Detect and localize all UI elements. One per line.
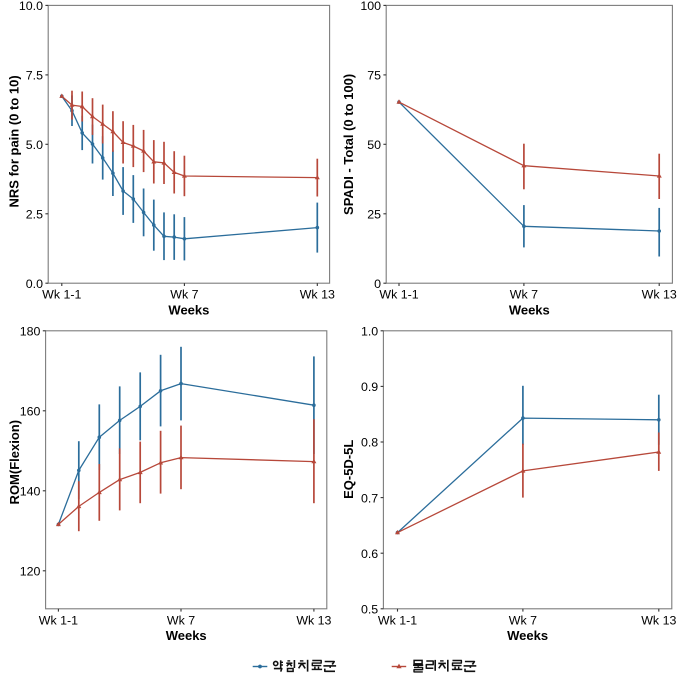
- svg-text:5.0: 5.0: [26, 138, 43, 152]
- svg-text:Weeks: Weeks: [509, 302, 550, 317]
- svg-text:Wk 13: Wk 13: [641, 613, 676, 627]
- svg-text:0: 0: [374, 277, 381, 291]
- svg-text:2.5: 2.5: [26, 207, 43, 221]
- svg-text:Wk 7: Wk 7: [509, 613, 537, 627]
- svg-text:Wk 7: Wk 7: [167, 613, 195, 627]
- svg-text:Wk 1-1: Wk 1-1: [42, 288, 81, 302]
- svg-text:25: 25: [367, 207, 381, 221]
- svg-text:Wk 7: Wk 7: [510, 288, 538, 302]
- svg-text:75: 75: [367, 69, 381, 83]
- svg-text:100: 100: [360, 0, 381, 13]
- svg-text:EQ-5D-5L: EQ-5D-5L: [341, 440, 356, 499]
- svg-text:ROM(Flexion): ROM(Flexion): [7, 420, 22, 505]
- svg-text:1.0: 1.0: [361, 325, 378, 339]
- svg-text:SPADI - Total (0 to 100): SPADI - Total (0 to 100): [341, 74, 356, 215]
- svg-text:Wk 13: Wk 13: [296, 613, 331, 627]
- svg-text:0.0: 0.0: [26, 277, 43, 291]
- svg-text:140: 140: [20, 485, 41, 499]
- svg-text:Weeks: Weeks: [166, 628, 207, 643]
- svg-text:50: 50: [367, 138, 381, 152]
- svg-text:Wk 1-1: Wk 1-1: [39, 613, 78, 627]
- svg-text:Weeks: Weeks: [168, 302, 209, 317]
- svg-text:Wk 13: Wk 13: [300, 288, 335, 302]
- svg-text:0.8: 0.8: [361, 436, 378, 450]
- svg-text:Wk 1-1: Wk 1-1: [379, 288, 418, 302]
- svg-text:0.9: 0.9: [361, 380, 378, 394]
- svg-text:Wk 13: Wk 13: [642, 288, 677, 302]
- svg-text:7.5: 7.5: [26, 69, 43, 83]
- svg-text:160: 160: [20, 405, 41, 419]
- svg-text:0.7: 0.7: [361, 491, 378, 505]
- svg-text:10.0: 10.0: [19, 0, 43, 13]
- svg-text:Wk 7: Wk 7: [170, 288, 198, 302]
- svg-text:0.6: 0.6: [361, 547, 378, 561]
- svg-text:NRS for pain (0 to 10): NRS for pain (0 to 10): [6, 75, 21, 207]
- svg-text:180: 180: [20, 325, 41, 339]
- svg-text:Weeks: Weeks: [507, 628, 548, 643]
- svg-text:0.5: 0.5: [361, 603, 378, 617]
- svg-text:120: 120: [20, 565, 41, 579]
- svg-text:Wk 1-1: Wk 1-1: [378, 613, 417, 627]
